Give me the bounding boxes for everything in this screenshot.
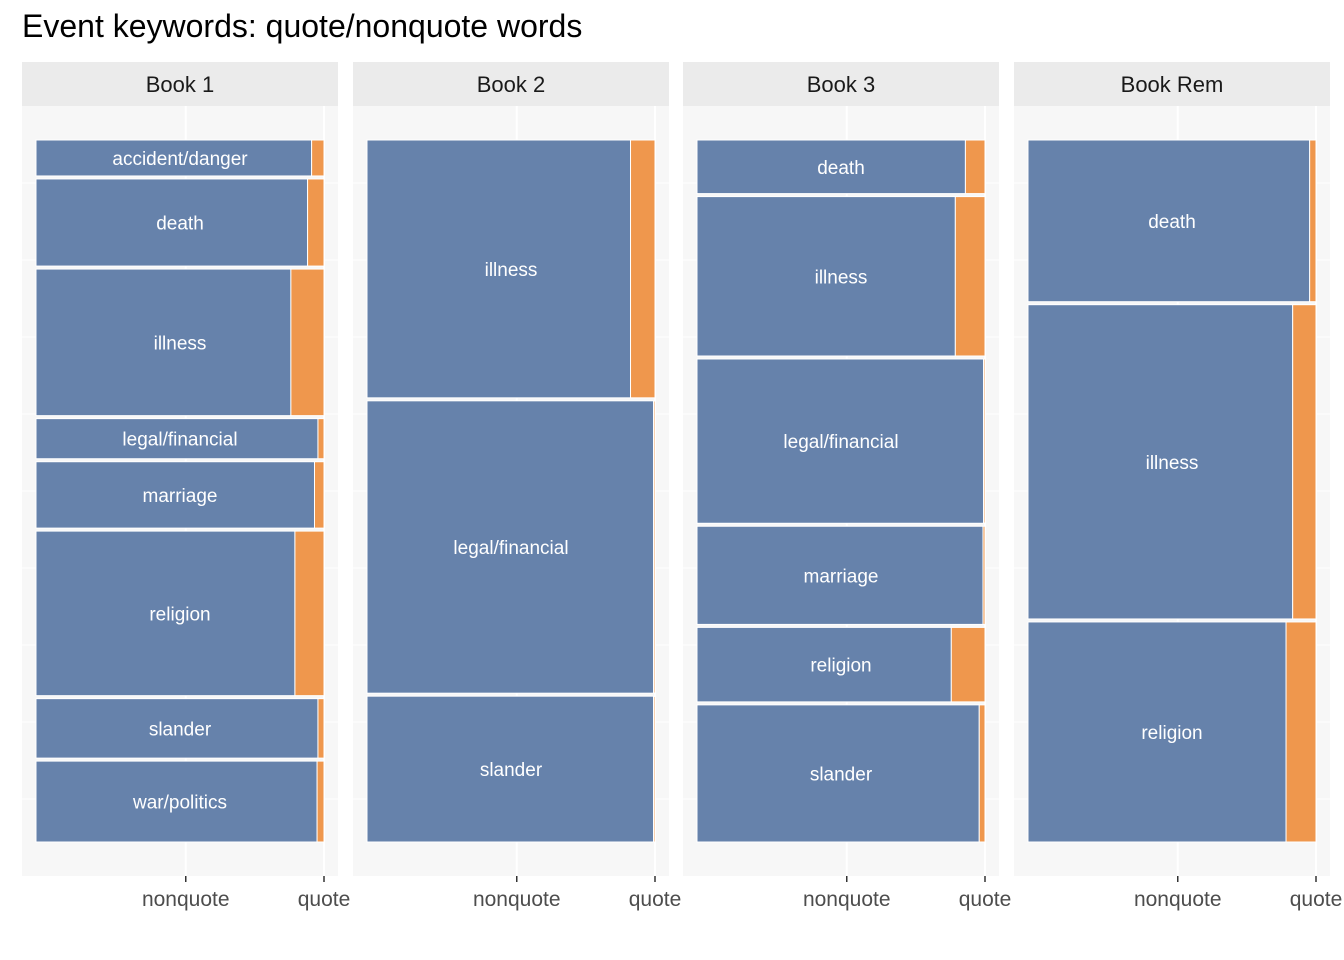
tile-quote-religion-book-1: [294, 530, 325, 697]
tile-nonquote-slander-book-3: [696, 704, 980, 843]
chart-title: Event keywords: quote/nonquote words: [22, 8, 583, 44]
tile-label-illness-book-2: illness: [485, 260, 538, 281]
tile-nonquote-legal-financial-book-2: [366, 400, 655, 694]
tile-nonquote-illness-book-1: [35, 268, 292, 417]
x-tick-label-quote-book-2: quote: [629, 888, 682, 911]
facet-label-book-1: Book 1: [146, 72, 215, 97]
facet-label-book-2: Book 2: [477, 72, 546, 97]
facet-strip-book-rem: [1014, 62, 1330, 106]
tile-quote-religion-book-rem: [1285, 621, 1317, 843]
tile-label-accident-danger-book-1: accident/danger: [112, 149, 248, 170]
tile-nonquote-death-book-1: [35, 178, 309, 267]
tile-label-legal-financial-book-1: legal/financial: [122, 430, 237, 451]
tile-label-religion-book-rem: religion: [1141, 723, 1202, 744]
tile-quote-death-book-rem: [1309, 139, 1317, 303]
facet-strip-book-2: [353, 62, 669, 106]
tile-quote-marriage-book-3: [982, 525, 986, 625]
tile-nonquote-slander-book-2: [366, 695, 655, 843]
tile-nonquote-religion-book-1: [35, 530, 296, 697]
facet-strip-book-1: [22, 62, 338, 106]
tile-quote-legal-financial-book-3: [983, 358, 986, 524]
tile-label-death-book-rem: death: [1148, 212, 1196, 233]
tile-nonquote-religion-book-3: [696, 626, 952, 703]
tile-label-war-politics-book-1: war/politics: [132, 793, 227, 814]
tile-quote-war-politics-book-1: [316, 760, 325, 843]
x-tick-label-quote-book-1: quote: [298, 888, 351, 911]
x-tick-label-nonquote-book-1: nonquote: [142, 888, 230, 911]
tile-quote-slander-book-2: [653, 695, 656, 843]
tile-nonquote-war-politics-book-1: [35, 760, 318, 843]
tile-nonquote-illness-book-3: [696, 196, 956, 357]
tile-label-slander-book-3: slander: [810, 764, 873, 785]
tile-nonquote-slander-book-1: [35, 698, 319, 759]
tile-nonquote-religion-book-rem: [1027, 621, 1287, 843]
tile-nonquote-death-book-rem: [1027, 139, 1311, 303]
tile-label-legal-financial-book-3: legal/financial: [783, 432, 898, 453]
tile-nonquote-legal-financial-book-3: [696, 358, 985, 524]
facet-label-book-rem: Book Rem: [1121, 72, 1224, 97]
tile-label-religion-book-1: religion: [149, 604, 210, 625]
tile-quote-legal-financial-book-1: [317, 418, 325, 460]
tile-label-religion-book-3: religion: [810, 656, 871, 677]
tile-nonquote-illness-book-2: [366, 139, 632, 399]
tile-quote-slander-book-3: [978, 704, 986, 843]
x-tick-label-nonquote-book-2: nonquote: [473, 888, 561, 911]
tile-quote-illness-book-rem: [1292, 304, 1317, 620]
tile-quote-marriage-book-1: [313, 461, 325, 529]
tile-quote-illness-book-3: [954, 196, 986, 357]
tile-label-slander-book-2: slander: [480, 760, 543, 781]
tile-label-marriage-book-1: marriage: [143, 486, 218, 507]
tile-nonquote-marriage-book-1: [35, 461, 315, 529]
tile-quote-illness-book-1: [290, 268, 325, 417]
tile-label-illness-book-rem: illness: [1146, 453, 1199, 474]
tile-label-marriage-book-3: marriage: [804, 566, 879, 587]
facet-label-book-3: Book 3: [807, 72, 876, 97]
tile-quote-slander-book-1: [317, 698, 325, 759]
tile-nonquote-marriage-book-3: [696, 525, 984, 625]
tile-quote-legal-financial-book-2: [653, 400, 656, 694]
tile-quote-death-book-1: [307, 178, 325, 267]
tile-label-slander-book-1: slander: [149, 719, 212, 740]
tile-quote-death-book-3: [964, 139, 986, 195]
tile-nonquote-illness-book-rem: [1027, 304, 1294, 620]
tile-label-death-book-1: death: [156, 214, 204, 235]
x-tick-label-quote-book-rem: quote: [1290, 888, 1343, 911]
tile-nonquote-accident-danger-book-1: [35, 139, 313, 177]
x-tick-label-quote-book-3: quote: [959, 888, 1012, 911]
x-tick-label-nonquote-book-rem: nonquote: [1134, 888, 1222, 911]
tile-nonquote-death-book-3: [696, 139, 966, 195]
x-tick-label-nonquote-book-3: nonquote: [803, 888, 891, 911]
tile-label-illness-book-3: illness: [815, 267, 868, 288]
tile-label-death-book-3: death: [817, 158, 865, 179]
tile-quote-illness-book-2: [630, 139, 656, 399]
tile-quote-religion-book-3: [950, 626, 986, 703]
tile-quote-accident-danger-book-1: [311, 139, 325, 177]
tile-label-legal-financial-book-2: legal/financial: [453, 538, 568, 559]
facet-strip-book-3: [683, 62, 999, 106]
tile-label-illness-book-1: illness: [154, 333, 207, 354]
